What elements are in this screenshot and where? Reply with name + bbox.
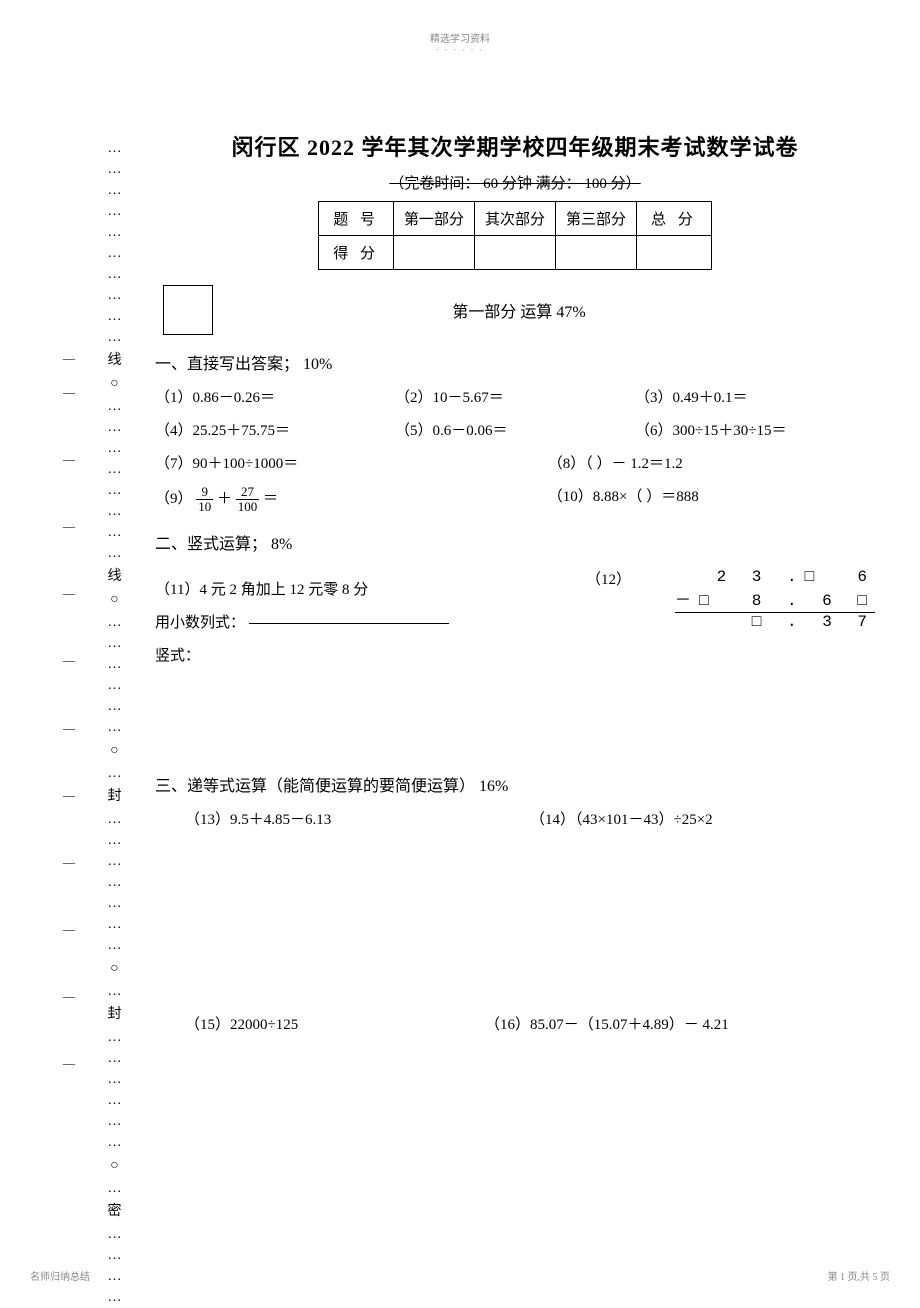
problem-row: （1）0.86－0.26＝ （2）10－5.67＝ （3）0.49＋0.1＝ (155, 386, 875, 407)
part1-header-row: 第一部分 运算 47% (155, 285, 875, 335)
q4: （4）25.25＋75.75＝ (155, 419, 395, 440)
header-text: 精选学习资料 (430, 30, 490, 45)
td-blank (637, 236, 712, 270)
q15: （15）22000÷125 (155, 1013, 485, 1034)
part1-header: 第一部分 运算 47% (213, 298, 825, 322)
q11-line2: 用小数列式： (155, 611, 586, 632)
th-part2: 其次部分 (474, 202, 555, 236)
section3-title: 三、递等式运算（能简便运算的要简便运算） 16% (155, 772, 875, 796)
fraction-27-100: 27 100 (236, 485, 260, 515)
exam-subtitle: （完卷时间： 60 分钟 满分： 100 分） (155, 172, 875, 193)
q3: （3）0.49＋0.1＝ (635, 386, 875, 407)
q11-q12-container: （11）4 元 2 角加上 12 元零 8 分 用小数列式： 竖式： （12） … (155, 566, 875, 677)
td-blank (393, 236, 474, 270)
header-sub: - - - - - - (430, 45, 490, 54)
th-total: 总 分 (637, 202, 712, 236)
binding-char-seal: 封 (92, 786, 137, 807)
section2-title: 二、竖式运算； 8% (155, 530, 875, 554)
calc-line2: －□ 8 . 6 □ (675, 586, 875, 613)
main-content: 闵行区 2022 学年其次学期学校四年级期末考试数学试卷 （完卷时间： 60 分… (155, 130, 875, 1046)
q13: （13）9.5＋4.85－6.13 (155, 808, 530, 829)
section1-title: 一、直接写出答案； 10% (155, 350, 875, 374)
binding-char-seal2: 封 (92, 1004, 137, 1025)
q6: （6）300÷15＋30÷15＝ (635, 419, 875, 440)
footer-left: 名师归纳总结 (30, 1268, 90, 1283)
table-row: 得 分 (319, 236, 712, 270)
problem-row: （9） 9 10 ＋ 27 100 ＝ （10）8.88×（ ）＝888 (155, 485, 875, 515)
problem-row: （13）9.5＋4.85－6.13 （14）（43×101－43）÷25×2 (155, 808, 875, 829)
frac-den: 10 (196, 500, 213, 514)
blank-underline (249, 623, 449, 624)
th-part3: 第三部分 (556, 202, 637, 236)
q9-plus: ＋ (217, 491, 232, 507)
q11-line3: 竖式： (155, 644, 586, 665)
score-table: 题 号 第一部分 其次部分 第三部分 总 分 得 分 (318, 201, 712, 270)
binding-char-line2: 线 (92, 566, 137, 587)
q12-label: （12） (586, 572, 631, 588)
td-score-label: 得 分 (319, 236, 394, 270)
binding-dashes-left: ———————————— (63, 350, 73, 1072)
q11: （11）4 元 2 角加上 12 元零 8 分 (155, 578, 586, 599)
binding-column: ………… ………… …… 线 ○ ………… ………… 线 ○ ………… …… ○… (92, 138, 137, 1308)
q9-prefix: （9） (155, 491, 193, 507)
vertical-subtraction: 2 3 .□ 6 －□ 8 . 6 □ □ . 3 7 (675, 568, 875, 631)
calc-line3: □ . 3 7 (675, 613, 875, 631)
q14: （14）（43×101－43）÷25×2 (530, 808, 875, 829)
td-blank (474, 236, 555, 270)
td-blank (556, 236, 637, 270)
fraction-9-10: 9 10 (196, 485, 213, 515)
footer-right: 第 1 页,共 5 页 (828, 1268, 891, 1283)
th-number: 题 号 (319, 202, 394, 236)
q11-label: 用小数列式： (155, 615, 245, 631)
calc-line1: 2 3 .□ 6 (675, 568, 875, 586)
th-part1: 第一部分 (393, 202, 474, 236)
exam-title: 闵行区 2022 学年其次学期学校四年级期末考试数学试卷 (155, 130, 875, 162)
q12-block: （12） 2 3 .□ 6 －□ 8 . 6 □ □ . 3 7 (586, 566, 875, 631)
q7: （7）90＋100÷1000＝ (155, 452, 548, 473)
binding-char-line: 线 (92, 350, 137, 371)
table-row: 题 号 第一部分 其次部分 第三部分 总 分 (319, 202, 712, 236)
q5: （5）0.6－0.06＝ (395, 419, 635, 440)
q16: （16）85.07－（15.07＋4.89）－ 4.21 (485, 1013, 875, 1034)
problem-row: （7）90＋100÷1000＝ （8）（ ）－ 1.2＝1.2 (155, 452, 875, 473)
q9: （9） 9 10 ＋ 27 100 ＝ (155, 485, 548, 515)
frac-den: 100 (236, 500, 260, 514)
page-header-watermark: 精选学习资料 - - - - - - (430, 30, 490, 54)
frac-num: 27 (236, 485, 260, 500)
q9-suffix: ＝ (263, 491, 278, 507)
q10: （10）8.88×（ ）＝888 (548, 485, 875, 515)
score-box (163, 285, 213, 335)
problem-row: （15）22000÷125 （16）85.07－（15.07＋4.89）－ 4.… (155, 1013, 875, 1034)
q2: （2）10－5.67＝ (395, 386, 635, 407)
binding-char-secret: 密 (92, 1201, 137, 1222)
q8: （8）（ ）－ 1.2＝1.2 (548, 452, 875, 473)
frac-num: 9 (196, 485, 213, 500)
q1: （1）0.86－0.26＝ (155, 386, 395, 407)
q11-block: （11）4 元 2 角加上 12 元零 8 分 用小数列式： 竖式： (155, 566, 586, 677)
problem-row: （4）25.25＋75.75＝ （5）0.6－0.06＝ （6）300÷15＋3… (155, 419, 875, 440)
